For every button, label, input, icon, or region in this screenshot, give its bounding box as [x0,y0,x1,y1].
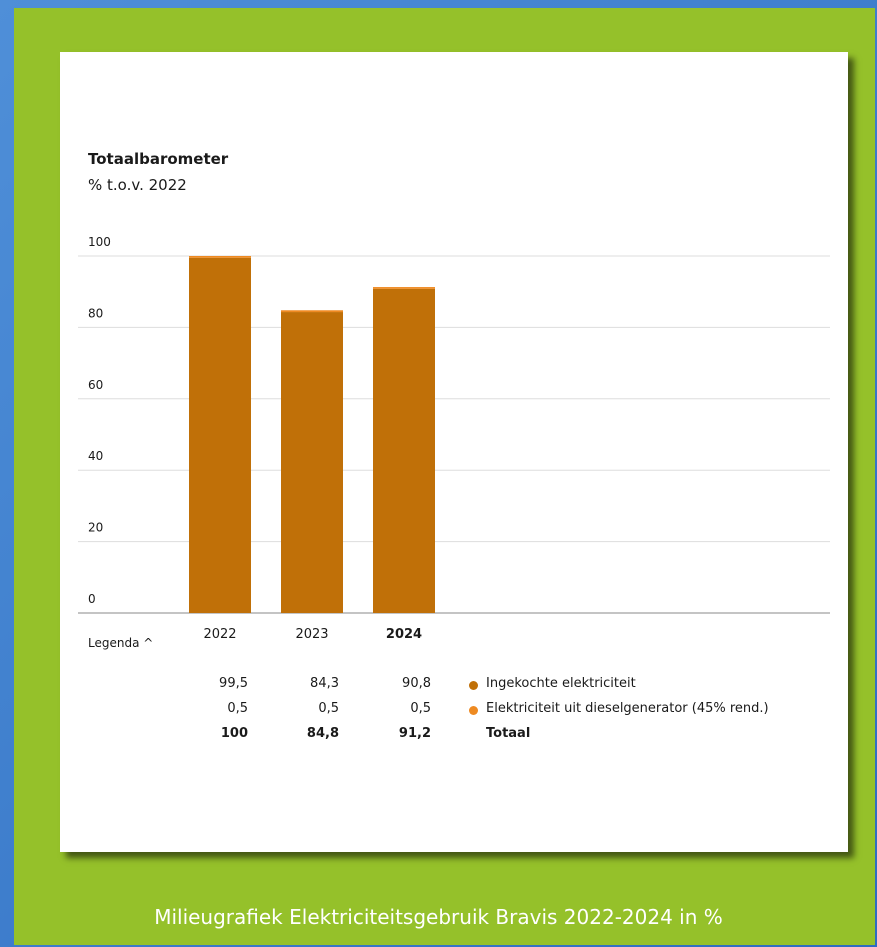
y-tick-label: 0 [88,592,96,606]
legend-dot-ingekochte [469,681,478,690]
legend-value-ingekochte: 99,5 [219,676,248,691]
y-tick-label: 100 [88,235,111,249]
bar-diesel-2024[interactable] [373,287,435,289]
legend-value-totaal: 84,8 [306,726,339,741]
bar-ingekochte-2024[interactable] [373,288,435,613]
y-tick-label: 40 [88,449,103,463]
bar-diesel-2023[interactable] [281,310,343,313]
y-tick-label: 80 [88,306,103,320]
legend-label-totaal: Totaal [486,726,531,741]
y-tick-label: 60 [88,378,103,392]
figure-caption: Milieugrafiek Elektriciteitsgebruik Brav… [154,905,723,929]
y-tick-label: 20 [88,521,103,535]
legend-value-ingekochte: 84,3 [310,676,339,691]
legend-dot-diesel [469,706,478,715]
legend-value-diesel: 0,5 [318,701,339,716]
bar-diesel-2022[interactable] [189,256,251,258]
chart-subtitle: % t.o.v. 2022 [88,176,187,194]
legend-value-ingekochte: 90,8 [402,676,431,691]
legend-value-totaal: 100 [220,726,248,741]
legend-value-diesel: 0,5 [410,701,431,716]
legend-value-diesel: 0,5 [227,701,248,716]
legend-label-ingekochte: Ingekochte elektriciteit [486,676,636,691]
x-tick-label: 2023 [295,627,328,642]
x-tick-label: 2022 [203,627,236,642]
bar-ingekochte-2023[interactable] [281,312,343,613]
legend-label-diesel: Elektriciteit uit dieselgenerator (45% r… [486,701,769,716]
x-tick-label: 2024 [386,627,422,642]
bar-ingekochte-2022[interactable] [189,257,251,613]
legend-toggle-button[interactable]: Legenda ^ [88,636,154,650]
legend-value-totaal: 91,2 [398,726,431,741]
chart-title: Totaalbarometer [88,150,229,168]
